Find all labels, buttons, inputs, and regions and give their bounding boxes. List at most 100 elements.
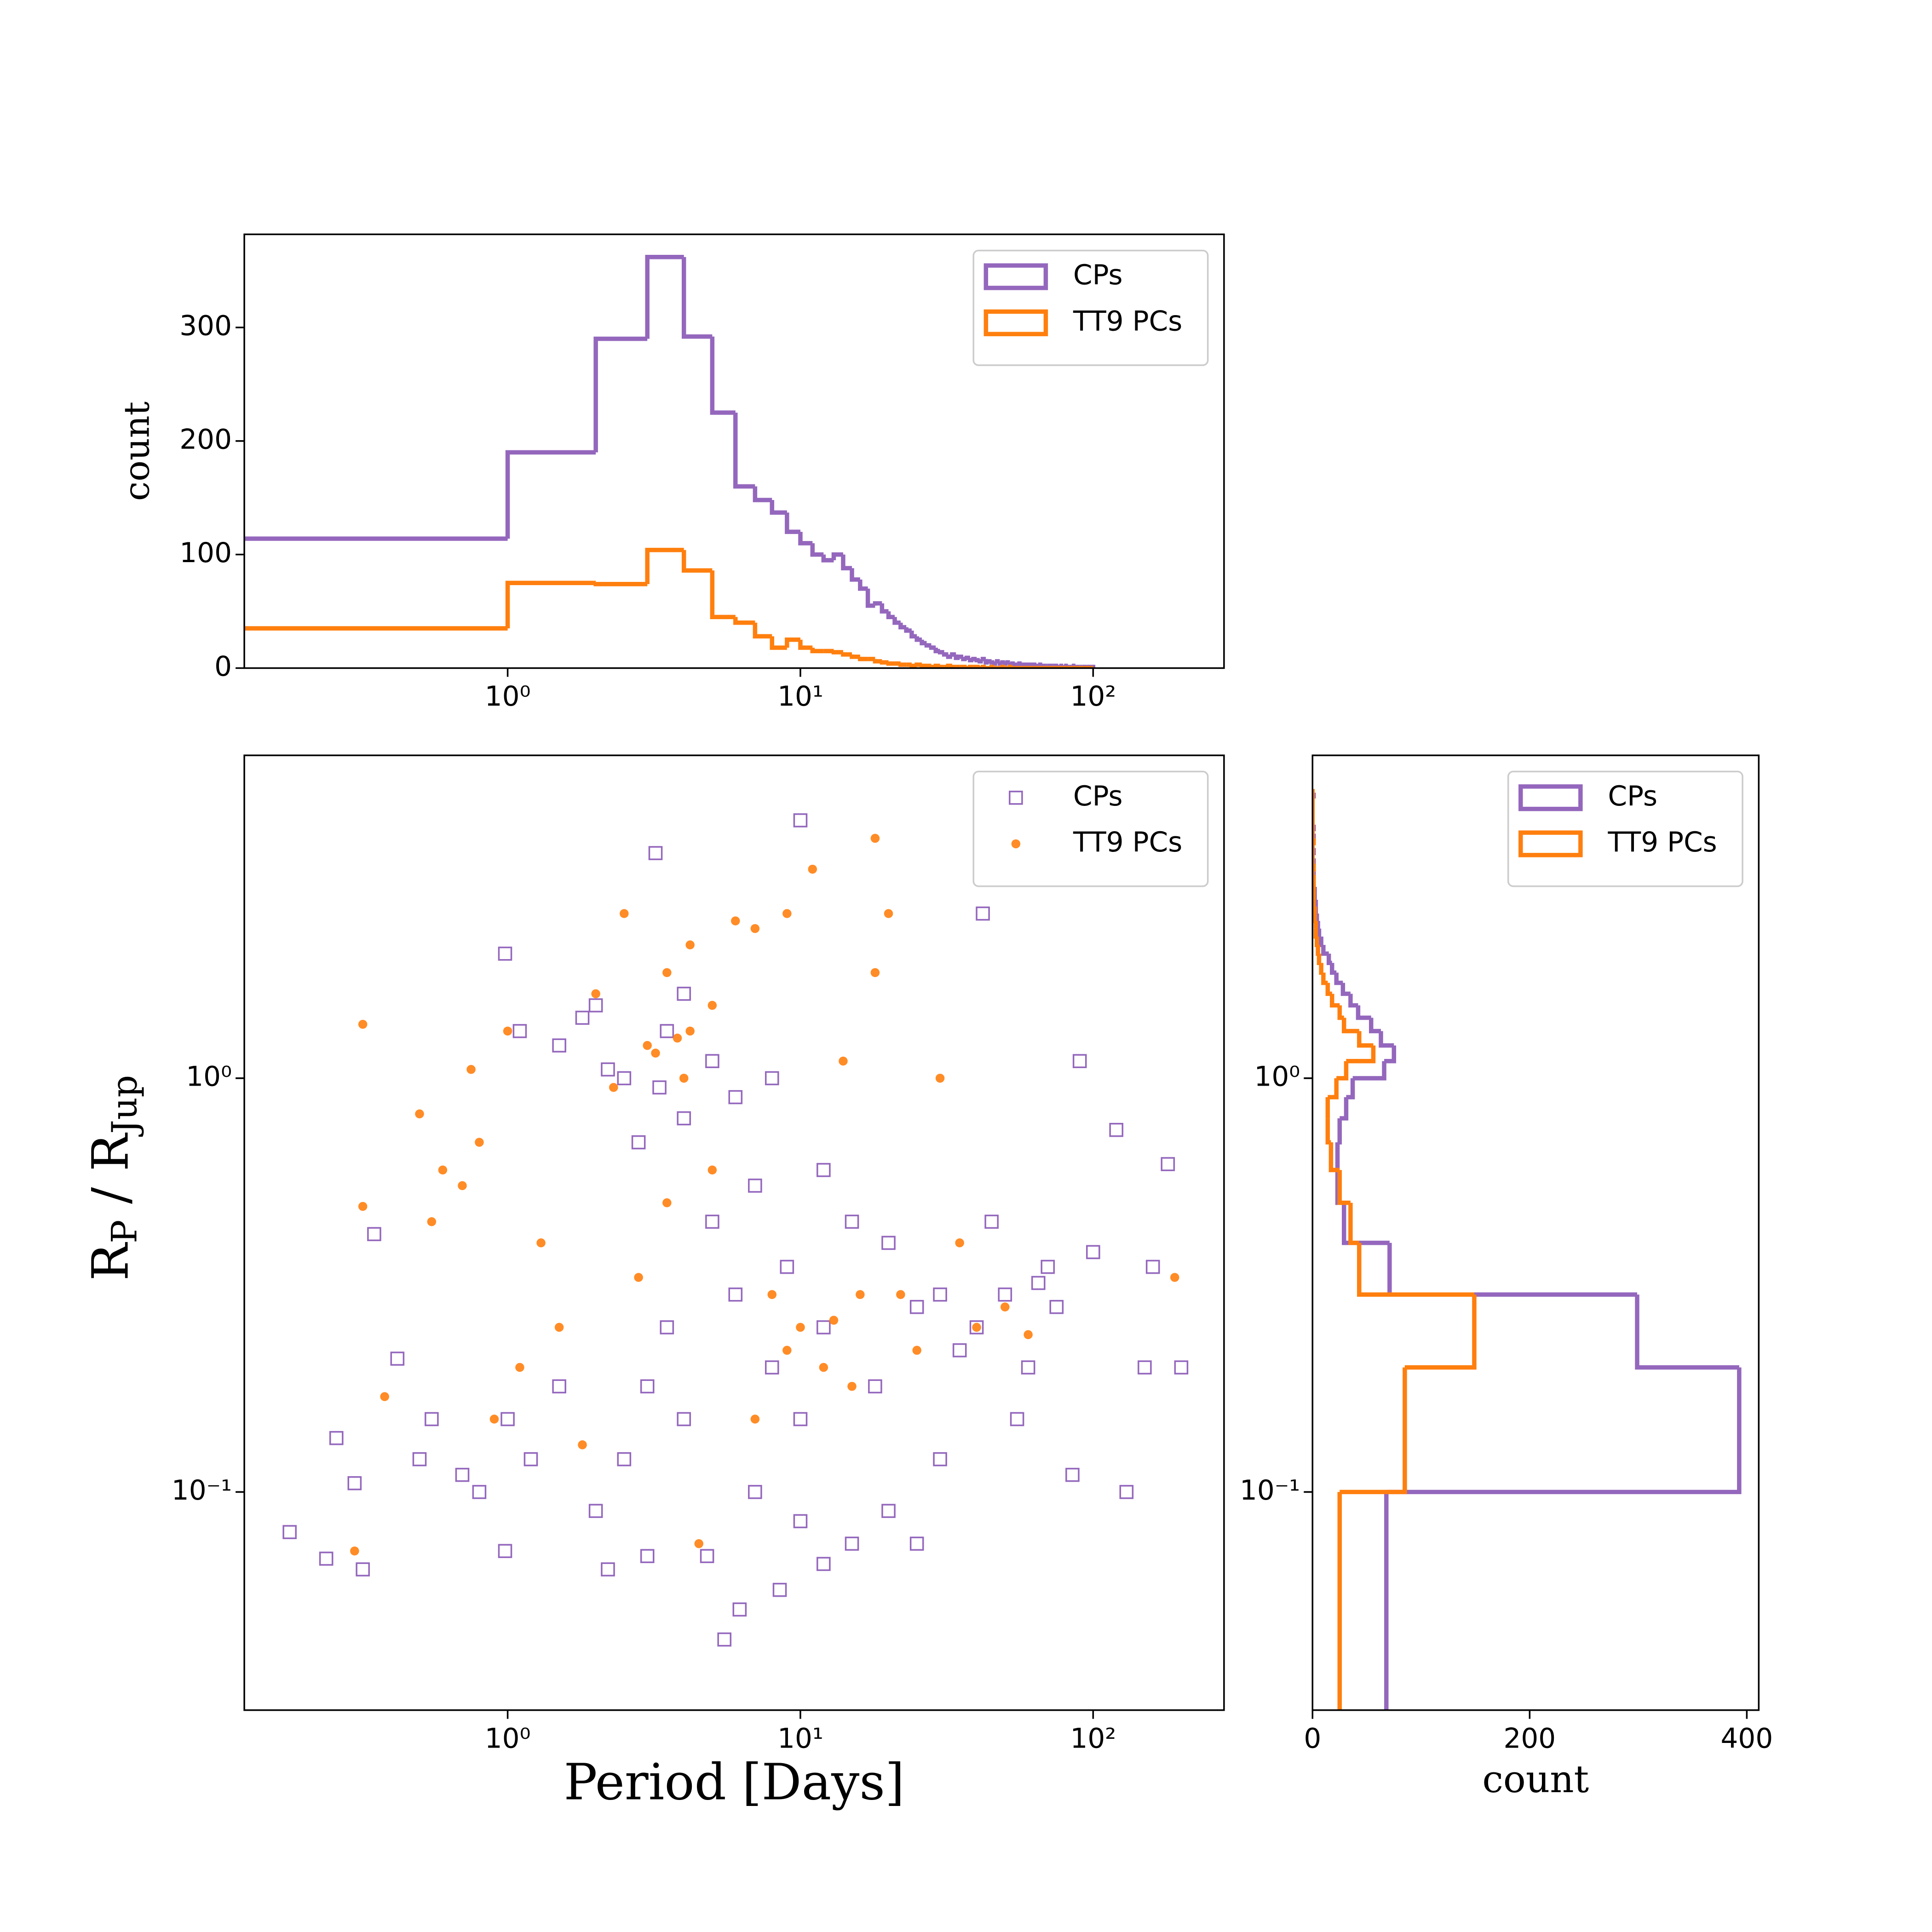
hist-step — [1319, 936, 1323, 947]
axes-frame — [1311, 754, 1760, 1711]
point — [415, 1109, 424, 1119]
point — [662, 1198, 672, 1208]
hist-step — [873, 601, 882, 606]
point — [909, 1536, 924, 1551]
point — [1072, 1054, 1087, 1069]
hist-step — [841, 652, 852, 657]
hist-step — [1336, 1061, 1349, 1081]
point — [793, 1412, 808, 1426]
point — [731, 916, 740, 926]
point — [796, 1322, 805, 1332]
hist-step — [957, 654, 963, 659]
hist-step — [1319, 963, 1323, 975]
hist-step — [710, 336, 736, 415]
point — [634, 1273, 643, 1282]
point — [969, 1320, 984, 1334]
hist-step — [950, 652, 956, 657]
hist-step — [886, 611, 895, 620]
point — [609, 1083, 618, 1092]
hist-step — [914, 636, 922, 642]
hist-step — [1346, 1078, 1355, 1099]
hist-step — [681, 257, 713, 339]
point — [425, 1412, 439, 1426]
y-axis-label: count — [116, 402, 157, 501]
hist-step — [244, 626, 508, 631]
point — [367, 1227, 381, 1242]
hist-step — [1379, 1031, 1394, 1048]
point — [660, 1024, 674, 1038]
hist-step — [995, 659, 1000, 664]
point — [466, 1065, 476, 1074]
hist-step — [593, 581, 648, 586]
y-tick-label: 300 — [179, 310, 232, 342]
point — [881, 1504, 896, 1518]
legend-label: TT9 PCs — [1073, 827, 1182, 858]
y-tick-label: 10⁰ — [186, 1061, 232, 1093]
hist-step — [810, 543, 824, 557]
hist-step — [785, 637, 800, 648]
point — [620, 909, 629, 918]
point — [732, 1602, 747, 1617]
x-tick-label: 400 — [1721, 1723, 1773, 1754]
point — [498, 946, 512, 961]
hist-step — [1328, 1142, 1340, 1173]
point — [282, 1525, 297, 1539]
point — [588, 1504, 603, 1518]
x-tick-label: 10² — [1070, 681, 1116, 713]
hist-step — [1337, 1118, 1342, 1145]
point — [717, 1632, 732, 1647]
hist-step — [933, 647, 940, 654]
x-tick-label: 10² — [1070, 1723, 1116, 1754]
point — [489, 1414, 499, 1424]
point — [648, 846, 663, 860]
point — [631, 1135, 646, 1150]
point — [772, 1582, 787, 1597]
point — [380, 1392, 389, 1401]
hist-step — [1312, 899, 1316, 909]
y-tick-label: 0 — [214, 651, 232, 683]
hist-step — [937, 650, 944, 655]
legend-box — [972, 770, 1209, 887]
point — [767, 1290, 777, 1300]
hist-step — [841, 554, 852, 570]
point — [458, 1181, 467, 1190]
hist-step — [974, 658, 980, 662]
point — [503, 1026, 512, 1036]
point — [350, 1547, 359, 1556]
point — [472, 1485, 487, 1499]
hist-step — [858, 579, 868, 591]
hist-step — [1346, 1045, 1376, 1064]
hist-step — [1321, 945, 1329, 956]
hist-step — [505, 581, 596, 628]
point — [523, 1452, 538, 1466]
point — [972, 1322, 981, 1332]
hist-step — [980, 656, 986, 661]
legend-marker — [1011, 839, 1021, 849]
point — [1021, 1360, 1035, 1374]
hist-step — [733, 412, 755, 489]
legend-box — [1507, 770, 1743, 887]
legend-label: CPs — [1608, 781, 1657, 812]
plot-area — [1312, 789, 1742, 1710]
point — [554, 1322, 564, 1332]
hist-step — [1326, 954, 1332, 965]
point — [884, 909, 893, 918]
hist-step — [1356, 1005, 1371, 1020]
hist-step — [946, 663, 952, 668]
hist-step — [1314, 914, 1319, 923]
hist-step — [1337, 1492, 1342, 1710]
point — [933, 1287, 947, 1302]
hist-step — [1340, 1097, 1349, 1121]
point — [515, 1363, 524, 1372]
hist-step — [989, 660, 995, 665]
hist-step — [1321, 972, 1328, 985]
y-axis-label: RP / RJup — [81, 1075, 145, 1281]
point — [1086, 1245, 1100, 1259]
point — [427, 1217, 437, 1226]
point — [793, 813, 808, 828]
hist-step — [924, 643, 932, 648]
axes-frame — [243, 233, 1225, 669]
point — [512, 1024, 527, 1038]
